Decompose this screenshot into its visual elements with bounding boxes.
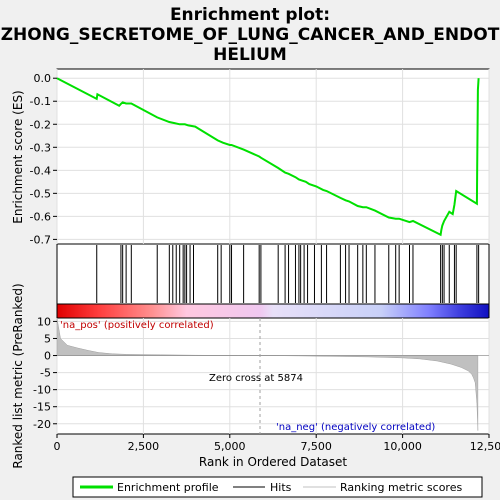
neg-label: 'na_neg' (negatively correlated) (276, 422, 435, 433)
es-grid (56, 69, 490, 244)
es-tick-label: -0.2 (30, 118, 51, 131)
enrichment-profile-line (56, 77, 480, 237)
metric-tick-label: 5 (44, 332, 51, 345)
zero-cross-label: Zero cross at 5874 (209, 373, 303, 384)
es-tick-label: -0.5 (30, 187, 51, 200)
es-tick-label: -0.1 (30, 95, 51, 108)
metric-y-axis-label: Ranked list metric (PreRanked) (11, 283, 25, 468)
legend: Enrichment profile Hits Ranking metric s… (72, 476, 483, 498)
metric-tick-label: -15 (33, 401, 51, 414)
x-tick-label: 7,500 (300, 440, 332, 453)
enrichment-profile-polyline (56, 77, 480, 237)
legend-ranking-metric-scores: Ranking metric scores (340, 481, 462, 494)
metric-tick-label: -20 (33, 418, 51, 431)
hit-markers (96, 245, 480, 303)
x-tick-label: 0 (54, 440, 61, 453)
pos-label: 'na_pos' (positively correlated) (60, 320, 214, 331)
es-tick-label: -0.7 (30, 233, 51, 246)
x-tick-label: 2,500 (128, 440, 160, 453)
es-tick-label: 0.0 (34, 72, 52, 85)
es-y-axis: 0.0 -0.1 -0.2 -0.3 -0.4 -0.5 -0.6 -0.7 (30, 72, 57, 246)
x-axis: 0 2,500 5,000 7,500 10,000 12,500 (54, 434, 500, 453)
metric-tick-label: 0 (44, 350, 51, 363)
metric-y-axis: 10 5 0 -5 -10 -15 -20 (33, 315, 57, 431)
metric-tick-label: 10 (37, 315, 51, 328)
x-tick-label: 10,000 (383, 440, 422, 453)
metric-tick-label: -5 (40, 367, 51, 380)
es-y-axis-label: Enrichment score (ES) (11, 90, 25, 223)
title-line-1: Enrichment plot: (170, 5, 330, 25)
legend-enrichment-profile: Enrichment profile (117, 481, 219, 494)
legend-hits: Hits (270, 481, 292, 494)
metric-tick-label: -10 (33, 384, 51, 397)
x-tick-label: 12,500 (470, 440, 500, 453)
metric-grid (56, 318, 490, 434)
es-tick-label: -0.6 (30, 210, 51, 223)
x-axis-label: Rank in Ordered Dataset (199, 455, 347, 469)
es-tick-label: -0.3 (30, 141, 51, 154)
rank-color-bar (56, 303, 490, 319)
metric-panel (56, 317, 490, 435)
es-panel (56, 68, 490, 245)
title-line-3: HELIUM (213, 45, 287, 65)
es-tick-label: -0.4 (30, 164, 51, 177)
title-line-2: ZHONG_SECRETOME_OF_LUNG_CANCER_AND_ENDOT (1, 25, 500, 45)
hits-panel (56, 243, 490, 305)
x-tick-label: 5,000 (214, 440, 246, 453)
ranking-metric-area (56, 317, 489, 431)
ranking-metric-fill (56, 317, 479, 431)
